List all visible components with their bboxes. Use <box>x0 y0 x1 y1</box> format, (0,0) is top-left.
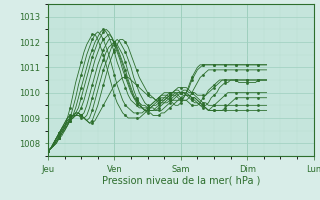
X-axis label: Pression niveau de la mer( hPa ): Pression niveau de la mer( hPa ) <box>102 175 260 185</box>
